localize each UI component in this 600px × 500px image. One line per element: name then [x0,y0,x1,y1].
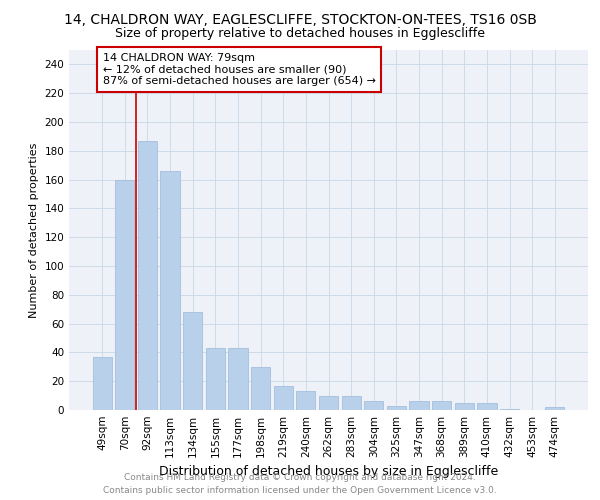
X-axis label: Distribution of detached houses by size in Egglescliffe: Distribution of detached houses by size … [159,466,498,478]
Bar [92,356,112,410]
Bar [160,171,180,410]
Bar [319,396,338,410]
Bar [545,407,565,410]
Bar [138,140,157,410]
Bar [115,180,134,410]
Bar [477,403,497,410]
Bar [274,386,293,410]
Bar [206,348,225,410]
Text: Size of property relative to detached houses in Egglescliffe: Size of property relative to detached ho… [115,28,485,40]
Bar [432,402,451,410]
Bar [364,402,383,410]
Bar [251,367,270,410]
Text: Contains public sector information licensed under the Open Government Licence v3: Contains public sector information licen… [103,486,497,495]
Bar [296,392,316,410]
Bar [341,396,361,410]
Bar [409,402,428,410]
Bar [183,312,202,410]
Text: 14 CHALDRON WAY: 79sqm
← 12% of detached houses are smaller (90)
87% of semi-det: 14 CHALDRON WAY: 79sqm ← 12% of detached… [103,53,376,86]
Text: Contains HM Land Registry data © Crown copyright and database right 2024.: Contains HM Land Registry data © Crown c… [124,474,476,482]
Text: 14, CHALDRON WAY, EAGLESCLIFFE, STOCKTON-ON-TEES, TS16 0SB: 14, CHALDRON WAY, EAGLESCLIFFE, STOCKTON… [64,12,536,26]
Bar [387,406,406,410]
Bar [229,348,248,410]
Bar [500,408,519,410]
Bar [455,403,474,410]
Y-axis label: Number of detached properties: Number of detached properties [29,142,39,318]
